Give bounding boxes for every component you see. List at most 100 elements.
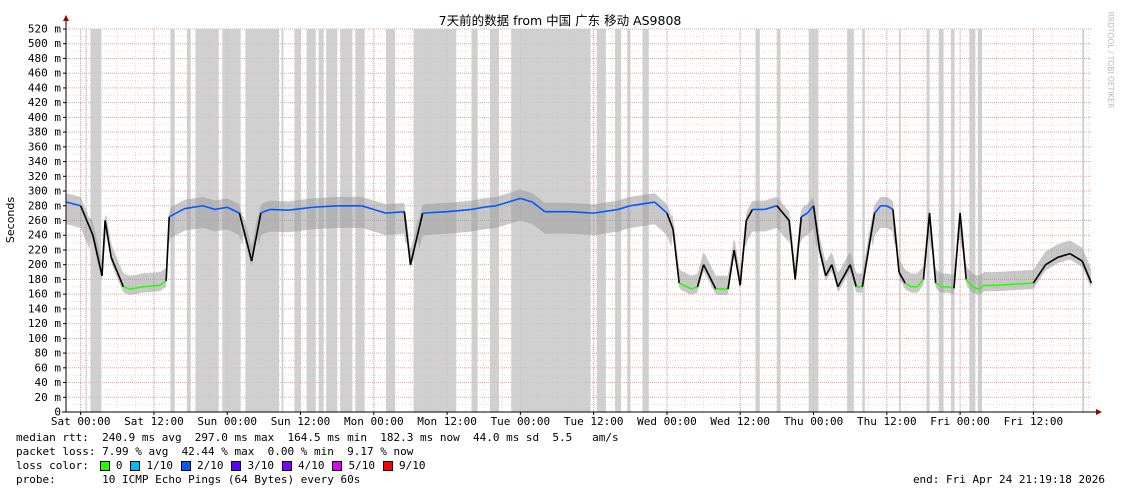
y-tick-label: 440 m xyxy=(28,81,61,94)
x-tick-label: Sun 12:00 xyxy=(271,415,331,428)
median-segment xyxy=(92,235,103,276)
smoke-area xyxy=(66,189,1092,295)
x-tick-label: Mon 12:00 xyxy=(417,415,477,428)
x-tick-labels: Sat 00:00 Sat 12:00 Sun 00:00 Sun 12:00 Mon … xyxy=(51,415,1063,428)
median-segment xyxy=(238,212,253,262)
legend-label: 1/10 xyxy=(146,459,173,472)
median-segment xyxy=(733,249,742,286)
median-segment xyxy=(696,264,705,288)
x-tick-label: Tue 00:00 xyxy=(491,415,551,428)
legend-swatch xyxy=(231,460,242,471)
chart-title: 7天前的数据 from 中国 广东 移动 AS9808 xyxy=(439,13,682,28)
median-segment xyxy=(312,204,338,209)
median-segment xyxy=(520,197,533,203)
x-tick-label: Wed 12:00 xyxy=(710,415,770,428)
median-segment xyxy=(159,280,167,286)
legend-items: 0 1/10 2/10 3/10 4/10 5/10 9/10 xyxy=(99,459,434,472)
median-segment xyxy=(959,213,967,280)
y-tick-label: 180 m xyxy=(28,273,61,286)
median-segment xyxy=(904,282,912,288)
y-tick-label: 220 m xyxy=(28,243,61,256)
median-segment xyxy=(666,212,674,230)
y-tick-label: 40 m xyxy=(35,376,62,389)
legend-swatch xyxy=(99,460,110,471)
median-segment xyxy=(1057,252,1071,259)
median-segment xyxy=(214,206,228,211)
median-segment xyxy=(794,216,803,280)
median-segment xyxy=(935,282,943,288)
median-segment xyxy=(928,213,937,284)
median-segment xyxy=(922,213,931,280)
y-tick-label: 260 m xyxy=(28,214,61,227)
legend-item: 3/10 xyxy=(231,459,274,472)
median-segment xyxy=(873,205,882,214)
y-tick-label: 460 m xyxy=(28,67,61,80)
median-segment xyxy=(1081,260,1093,284)
y-tick-label: 120 m xyxy=(28,317,61,330)
y-tick-label: 520 m xyxy=(28,23,61,36)
median-segment xyxy=(66,201,81,207)
median-segment xyxy=(260,210,265,214)
median-segment xyxy=(996,283,1009,287)
legend-label: 3/10 xyxy=(247,459,274,472)
median-series xyxy=(66,197,1093,290)
end-time: end: Fri Apr 24 21:19:18 2026 xyxy=(912,473,1105,486)
legend-label: 4/10 xyxy=(297,459,325,472)
x-tick-label: Mon 00:00 xyxy=(344,415,404,428)
median-segment xyxy=(104,220,112,258)
legend-label: 0 xyxy=(115,459,123,472)
loss-band xyxy=(847,29,854,412)
median-segment xyxy=(739,220,748,286)
median-segment xyxy=(135,286,142,290)
y-tick-label: 480 m xyxy=(28,52,61,65)
y-tick-label: 60 m xyxy=(35,361,62,374)
median-segment xyxy=(226,206,240,214)
median-segment xyxy=(745,209,754,221)
median-segment xyxy=(806,205,815,214)
median-segment xyxy=(1069,252,1083,262)
y-tick-label: 80 m xyxy=(35,347,62,360)
loss-band xyxy=(899,29,901,412)
legend-label: 5/10 xyxy=(348,459,375,472)
median-segment xyxy=(483,204,497,209)
median-segment xyxy=(886,205,894,211)
probe-info: probe: 10 ICMP Echo Pings (64 Bytes) eve… xyxy=(16,473,361,486)
median-segment xyxy=(1045,256,1059,266)
chart: 7天前的数据 from 中国 广东 移动 AS9808 Seconds RRDT… xyxy=(4,12,1115,428)
median-segment xyxy=(898,271,906,284)
x-tick-label: Sat 12:00 xyxy=(124,415,184,428)
median-segment xyxy=(361,205,387,214)
median-segment xyxy=(1021,282,1034,285)
loss-band xyxy=(862,29,865,412)
median-segment xyxy=(916,278,925,288)
y-tick-label: 160 m xyxy=(28,288,61,301)
legend-item: 0 xyxy=(99,459,123,472)
median-segment xyxy=(654,201,668,214)
median-segment xyxy=(165,216,171,281)
median-segment xyxy=(495,201,509,207)
median-segment xyxy=(447,208,472,213)
legend-swatch xyxy=(382,460,393,471)
y-tick-label: 400 m xyxy=(28,111,61,124)
y-tick-label: 420 m xyxy=(28,96,61,109)
median-segment xyxy=(818,249,827,276)
y-axis-arrow xyxy=(63,15,69,21)
median-segment xyxy=(849,264,858,288)
y-tick-label: 340 m xyxy=(28,155,61,168)
y-tick-label: 360 m xyxy=(28,140,61,153)
median-segment xyxy=(953,213,961,289)
median-segment xyxy=(861,213,876,287)
median-segment xyxy=(123,286,130,290)
median-segment xyxy=(672,229,680,284)
legend-swatch xyxy=(332,460,343,471)
legend-swatch xyxy=(180,460,191,471)
loss-color-label: loss color: xyxy=(16,459,89,472)
median-segment xyxy=(141,284,161,288)
smoke-band xyxy=(66,189,1092,295)
median-segment xyxy=(776,205,790,222)
loss-band xyxy=(950,29,955,412)
median-segment xyxy=(972,286,979,290)
y-tick-label: 320 m xyxy=(28,170,61,183)
legend-item: 1/10 xyxy=(130,459,173,472)
